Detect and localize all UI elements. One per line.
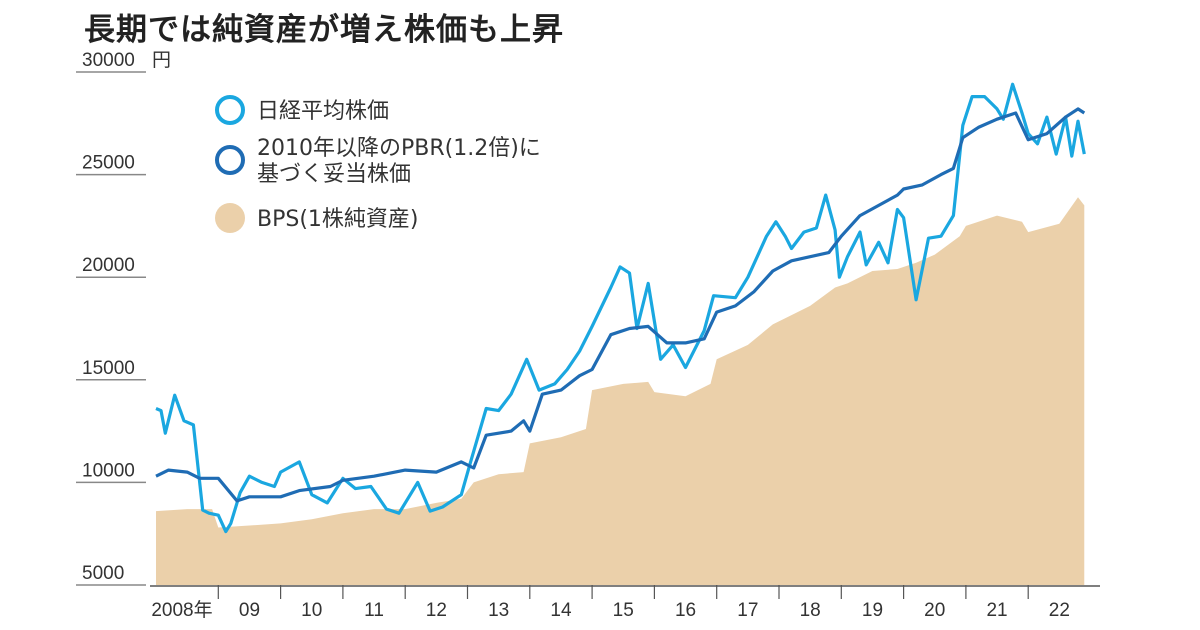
y-tick-label: 30000	[82, 50, 135, 71]
legend-swatch-nikkei	[215, 95, 245, 125]
pbr-fair-value-line	[155, 107, 1086, 503]
legend-swatch-bps	[215, 203, 245, 233]
bps-area	[156, 197, 1085, 585]
x-tick-label: 15	[613, 600, 634, 621]
x-tick-label: 09	[239, 600, 260, 621]
x-tick-label: 14	[550, 600, 572, 621]
legend-label: 2010年以降のPBR(1.2倍)に	[257, 136, 541, 161]
x-tick-label: 12	[426, 600, 447, 621]
x-tick-label: 10	[301, 600, 322, 621]
y-tick-label: 15000	[82, 358, 135, 379]
chart-title: 長期では純資産が増え株価も上昇	[84, 12, 564, 48]
y-tick-label: 10000	[82, 460, 135, 481]
legend-label: 日経平均株価	[257, 99, 389, 124]
x-tick-label: 18	[800, 600, 821, 621]
x-tick-label: 20	[924, 600, 945, 621]
x-tick-label: 13	[488, 600, 509, 621]
x-tick-label: 21	[986, 600, 1007, 621]
x-tick-label: 2008年	[151, 599, 212, 621]
x-tick-label: 16	[675, 600, 696, 621]
y-unit-label: 円	[152, 50, 171, 71]
legend-label: BPS(1株純資産)	[257, 207, 419, 232]
x-tick-label: 17	[737, 600, 758, 621]
y-tick-label: 20000	[82, 255, 135, 276]
x-tick-label: 22	[1049, 600, 1070, 621]
x-tick-label: 19	[862, 600, 883, 621]
x-tick-label: 11	[364, 600, 384, 621]
legend-swatch-pbr	[215, 145, 245, 175]
nikkei-line	[155, 82, 1086, 534]
legend-label: 基づく妥当株価	[257, 162, 411, 187]
y-tick-label: 5000	[82, 563, 124, 584]
y-tick-label: 25000	[82, 153, 135, 174]
